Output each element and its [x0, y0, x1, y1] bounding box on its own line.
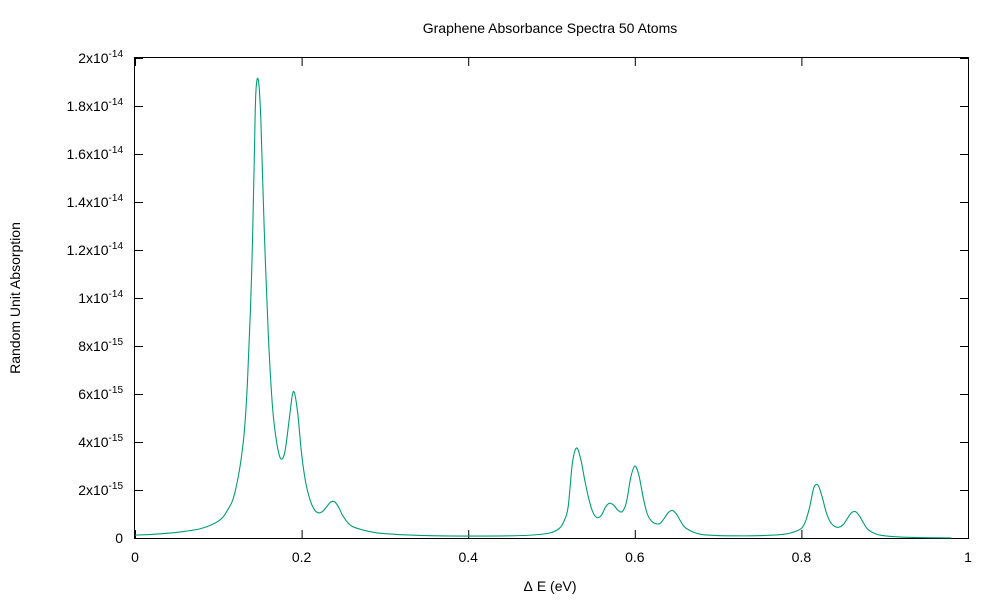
y-tick-label: 1.6x10-14 [67, 145, 124, 162]
y-tick-mantissa: 2x10 [78, 50, 109, 66]
y-tick-mantissa: 2x10 [78, 482, 109, 498]
y-tick-exponent: -15 [109, 433, 124, 444]
x-tick-label: 0.6 [625, 549, 645, 565]
y-tick-label: 2x10-15 [78, 481, 123, 498]
y-tick-label: 1.8x10-14 [67, 97, 124, 114]
x-tick-label: 0.4 [458, 549, 478, 565]
y-tick-label: 1.4x10-14 [67, 193, 124, 210]
chart-title: Graphene Absorbance Spectra 50 Atoms [423, 20, 678, 36]
y-axis-title: Random Unit Absorption [7, 222, 23, 374]
delta-symbol: Δ [523, 578, 532, 594]
y-tick-mantissa: 0 [115, 530, 123, 546]
y-tick-label: 2x10-14 [78, 49, 123, 66]
y-tick-exponent: -14 [109, 49, 124, 60]
y-tick-mantissa: 1.2x10 [67, 242, 109, 258]
y-tick-label: 1x10-14 [78, 289, 123, 306]
x-axis-title: Δ E (eV) [523, 578, 576, 594]
y-tick-exponent: -14 [109, 145, 124, 156]
y-tick-mantissa: 1.8x10 [67, 98, 109, 114]
x-tick-label: 1 [964, 549, 972, 565]
x-tick-label: 0 [131, 549, 139, 565]
y-tick-label: 0 [115, 530, 123, 546]
series-group [134, 77, 952, 539]
y-tick-mantissa: 4x10 [78, 434, 109, 450]
y-tick-mantissa: 1.4x10 [67, 194, 109, 210]
y-tick-label: 4x10-15 [78, 433, 123, 450]
x-tick-label: 0.8 [792, 549, 812, 565]
y-tick-mantissa: 8x10 [78, 338, 109, 354]
y-tick-mantissa: 6x10 [78, 386, 109, 402]
x-axis-title-text: E (eV) [537, 578, 577, 594]
absorbance-series-line [134, 77, 952, 539]
y-tick-exponent: -15 [109, 337, 124, 348]
y-tick-exponent: -15 [109, 481, 124, 492]
y-tick-exponent: -14 [109, 97, 124, 108]
x-axis: 0 0.2 0.4 0.6 0.8 1 [131, 58, 972, 565]
plot-frame [134, 57, 969, 539]
y-tick-label: 8x10-15 [78, 337, 123, 354]
y-tick-exponent: -14 [109, 241, 124, 252]
y-axis: 02x10-154x10-156x10-158x10-151x10-141.2x… [67, 49, 968, 546]
y-tick-exponent: -14 [109, 289, 124, 300]
y-tick-label: 1.2x10-14 [67, 241, 124, 258]
y-tick-exponent: -14 [109, 193, 124, 204]
y-tick-exponent: -15 [109, 385, 124, 396]
y-tick-mantissa: 1.6x10 [67, 146, 109, 162]
y-tick-label: 6x10-15 [78, 385, 123, 402]
y-tick-mantissa: 1x10 [78, 290, 109, 306]
x-tick-label: 0.2 [292, 549, 312, 565]
